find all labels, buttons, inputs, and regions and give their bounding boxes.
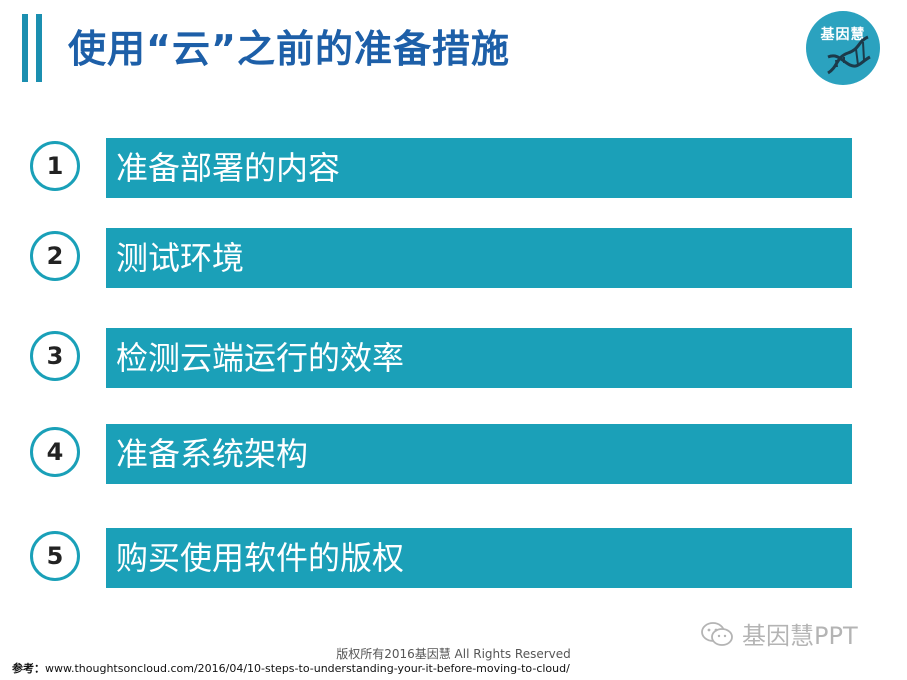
wechat-icon <box>701 621 733 646</box>
step-5-number: 5 <box>30 531 80 581</box>
step-4: 4 准备系统架构 <box>0 424 907 486</box>
step-2-number: 2 <box>30 231 80 281</box>
watermark: 基因慧PPT <box>700 616 858 651</box>
step-5-label: 购买使用软件的版权 <box>106 528 852 588</box>
reference-label: 参考： <box>12 662 45 675</box>
title-accent-bar-left <box>22 14 28 82</box>
page-title: 使用“云”之前的准备措施 <box>68 27 510 71</box>
copyright-text: 版权所有2016基因慧 All Rights Reserved <box>336 647 571 661</box>
step-4-label: 准备系统架构 <box>106 424 852 484</box>
step-3-number: 3 <box>30 331 80 381</box>
step-1-number: 1 <box>30 141 80 191</box>
step-2-label: 测试环境 <box>106 228 852 288</box>
step-5: 5 购买使用软件的版权 <box>0 528 907 590</box>
title-accent-bar-right <box>36 14 42 82</box>
reference-line: 参考：www.thoughtsoncloud.com/2016/04/10-st… <box>12 660 570 676</box>
step-1-label: 准备部署的内容 <box>106 138 852 198</box>
dna-helix-icon <box>827 35 871 75</box>
step-1: 1 准备部署的内容 <box>0 138 907 200</box>
step-4-number: 4 <box>30 427 80 477</box>
logo-text: 基因慧 <box>820 27 866 43</box>
step-3: 3 检测云端运行的效率 <box>0 328 907 390</box>
watermark-text: 基因慧PPT <box>742 622 858 650</box>
step-3-label: 检测云端运行的效率 <box>106 328 852 388</box>
reference-link[interactable]: www.thoughtsoncloud.com/2016/04/10-steps… <box>45 662 570 675</box>
brand-logo: 基因慧 <box>806 11 880 85</box>
step-2: 2 测试环境 <box>0 228 907 290</box>
